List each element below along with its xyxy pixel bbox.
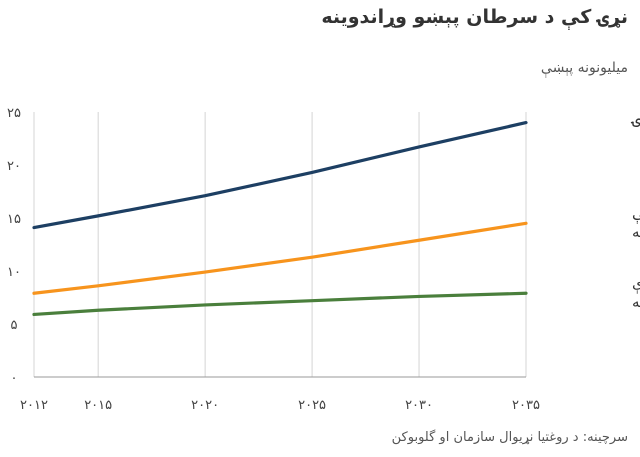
- x-tick-label: ۲۰۳۵: [512, 398, 540, 413]
- source-note: سرچینه: د روغتیا نړیوال سازمان او گلوبوک…: [391, 430, 628, 445]
- y-tick-label: ۱۵: [7, 212, 21, 227]
- x-tick-label: ۲۰۱۵: [84, 398, 112, 413]
- series-label: نړۍ: [630, 111, 640, 129]
- y-tick-label: ۲۰: [7, 159, 21, 174]
- series-label: مخ پر ودې: [632, 274, 640, 294]
- series-label: هېوادونه: [632, 223, 640, 242]
- series-line: [32, 120, 528, 230]
- series-line: [32, 221, 528, 295]
- y-tick-label: ۲۵: [7, 106, 21, 121]
- x-tick-label: ۲۰۳۰: [405, 398, 433, 413]
- y-tick-label: ۰: [11, 371, 18, 386]
- chart-title: نړۍ کې د سرطان پېښو وړاندوینه: [321, 6, 628, 28]
- x-tick-label: ۲۰۲۰: [191, 398, 219, 413]
- x-tick-label: ۲۰۱۲: [20, 398, 48, 413]
- y-tick-label: ۵: [11, 318, 18, 333]
- series-line: [32, 291, 528, 317]
- x-tick-label: ۲۰۲۵: [298, 398, 326, 413]
- series-label: هېوادونه: [632, 293, 640, 312]
- y-tick-label: ۱۰: [7, 265, 21, 280]
- series-label: وروسته پاتې: [632, 204, 640, 224]
- y-axis-unit-label: میلیونونه پېښې: [540, 60, 628, 76]
